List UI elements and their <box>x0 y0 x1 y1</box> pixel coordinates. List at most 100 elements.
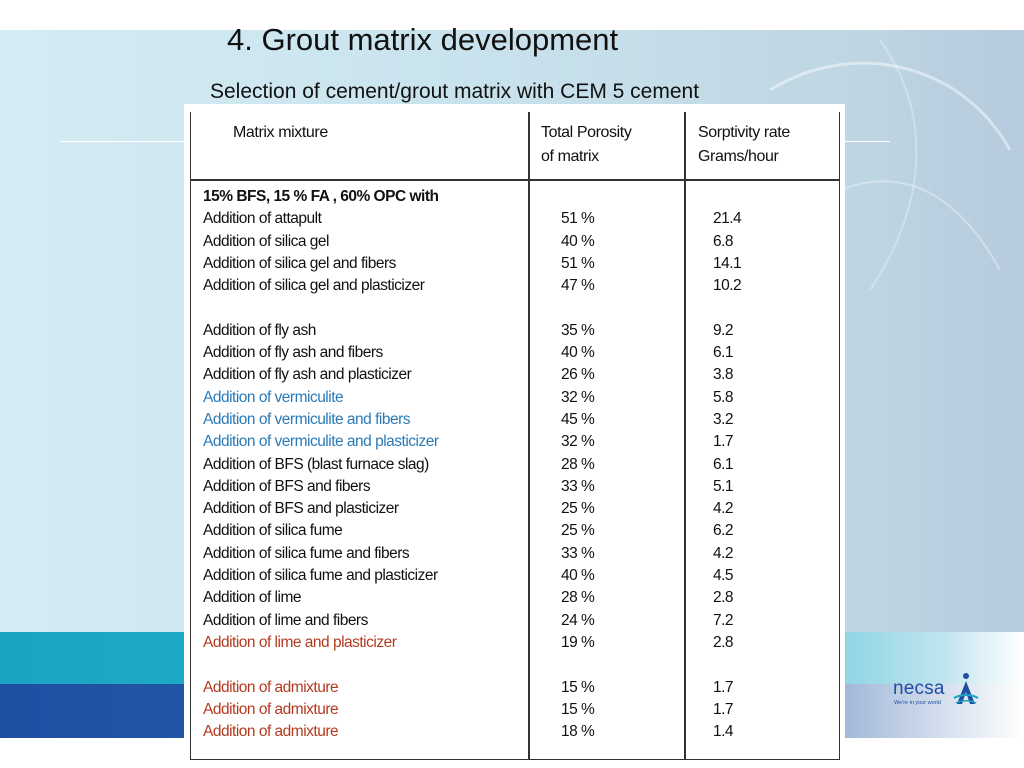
header-total-porosity: Total Porosity of matrix <box>541 121 691 169</box>
table-row: Addition of admixture 15 % 1.7 <box>191 699 839 721</box>
header-rule <box>191 179 839 181</box>
cell-mixture: Addition of admixture <box>203 678 339 696</box>
column-divider <box>528 112 530 760</box>
table-row: Addition of vermiculite and fibers 45 % 3.… <box>191 409 839 431</box>
cell-mixture: Addition of attapult <box>203 210 322 228</box>
header-matrix-mixture: Matrix mixture <box>233 121 328 145</box>
cell-sorptivity: 5.8 <box>713 388 734 406</box>
table-row: Addition of fly ash 35 % 9.2 <box>191 320 839 342</box>
header-sorptivity-rate: Sorptivity rate Grams/hour <box>698 121 838 169</box>
cell-mixture: Addition of BFS and plasticizer <box>203 500 399 518</box>
cell-sorptivity: 21.4 <box>713 210 742 228</box>
cell-mixture: Addition of fly ash and plasticizer <box>203 366 412 384</box>
cell-sorptivity: 9.2 <box>713 321 734 339</box>
cell-porosity: 26 % <box>561 366 595 384</box>
cell-mixture: Addition of BFS and fibers <box>203 477 371 495</box>
table-spacer-row <box>191 654 839 676</box>
table-row: Addition of silica gel 40 % 6.8 <box>191 231 839 253</box>
slide-subtitle: Selection of cement/grout matrix with CE… <box>210 80 700 103</box>
table-body: 15% BFS, 15 % FA , 60% OPC with Addition … <box>191 186 839 743</box>
slide-background-fade <box>884 30 1024 670</box>
table-row: Addition of BFS (blast furnace slag) 28 %… <box>191 454 839 476</box>
cell-mixture: Addition of vermiculite and plasticizer <box>203 433 439 451</box>
table-row: Addition of lime and plasticizer 19 % 2.8 <box>191 632 839 654</box>
slide-title: 4. Grout matrix development <box>227 22 619 57</box>
table-bottom-rule <box>191 758 839 760</box>
cell-sorptivity: 2.8 <box>713 633 734 651</box>
cell-sorptivity: 6.1 <box>713 455 734 473</box>
cell-porosity: 18 % <box>561 723 595 741</box>
cell-sorptivity: 3.2 <box>713 410 734 428</box>
cell-mixture: Addition of silica gel and plasticizer <box>203 277 425 295</box>
cell-mixture: Addition of silica fume <box>203 522 343 540</box>
table-row: Addition of admixture 15 % 1.7 <box>191 677 839 699</box>
cell-porosity: 51 % <box>561 210 595 228</box>
table-row: Addition of silica fume 25 % 6.2 <box>191 520 839 542</box>
table-row: Addition of BFS and plasticizer 25 % 4.2 <box>191 498 839 520</box>
cell-mixture: 15% BFS, 15 % FA , 60% OPC with <box>203 188 439 205</box>
cell-sorptivity: 1.4 <box>713 723 734 741</box>
table-row: Addition of lime 28 % 2.8 <box>191 587 839 609</box>
table-row: Addition of fly ash and plasticizer 26 % 3… <box>191 364 839 386</box>
table-row: Addition of fly ash and fibers 40 % 6.1 <box>191 342 839 364</box>
header-sorptivity-line1: Sorptivity rate <box>698 124 790 141</box>
cell-sorptivity: 10.2 <box>713 277 742 295</box>
cell-mixture: Addition of fly ash <box>203 321 316 339</box>
cell-mixture: Addition of silica fume and fibers <box>203 544 410 562</box>
table-row: Addition of vermiculite and plasticizer 3… <box>191 431 839 453</box>
cell-sorptivity: 6.2 <box>713 522 734 540</box>
cell-porosity: 40 % <box>561 232 595 250</box>
cell-mixture: Addition of silica gel <box>203 232 330 250</box>
table-row: Addition of BFS and fibers 33 % 5.1 <box>191 476 839 498</box>
cell-porosity: 19 % <box>561 633 595 651</box>
cell-mixture: Addition of lime and plasticizer <box>203 633 397 651</box>
table-row: Addition of attapult 51 % 21.4 <box>191 208 839 230</box>
logo-mark-icon <box>953 673 979 704</box>
column-divider <box>684 112 686 760</box>
cell-porosity: 45 % <box>561 410 595 428</box>
cell-mixture: Addition of silica fume and plasticizer <box>203 567 438 585</box>
cell-sorptivity: 5.1 <box>713 477 734 495</box>
cell-porosity: 15 % <box>561 700 595 718</box>
cell-sorptivity: 6.1 <box>713 344 734 362</box>
right-divider-line <box>845 141 890 142</box>
results-table-panel: Matrix mixture Total Porosity of matrix … <box>184 104 845 760</box>
cell-mixture: Addition of lime <box>203 589 301 607</box>
results-table: Matrix mixture Total Porosity of matrix … <box>190 112 840 760</box>
cell-porosity: 32 % <box>561 433 595 451</box>
cell-sorptivity: 4.2 <box>713 500 734 518</box>
necsa-logo: necsa We're in your world <box>893 672 983 712</box>
cell-porosity: 15 % <box>561 678 595 696</box>
cell-sorptivity: 2.8 <box>713 589 734 607</box>
cell-sorptivity: 3.8 <box>713 366 734 384</box>
cell-porosity: 33 % <box>561 544 595 562</box>
cell-sorptivity: 1.7 <box>713 700 734 718</box>
cell-porosity: 28 % <box>561 589 595 607</box>
table-row: Addition of silica gel and plasticizer 47… <box>191 275 839 297</box>
header-sorptivity-line2: Grams/hour <box>698 148 779 165</box>
table-row: Addition of lime and fibers 24 % 7.2 <box>191 610 839 632</box>
header-total-porosity-line1: Total Porosity <box>541 124 632 141</box>
header-matrix-mixture-label: Matrix mixture <box>233 124 328 141</box>
cell-sorptivity: 1.7 <box>713 678 734 696</box>
cell-mixture: Addition of fly ash and fibers <box>203 344 383 362</box>
cell-porosity: 24 % <box>561 611 595 629</box>
cell-mixture: Addition of admixture <box>203 700 339 718</box>
cell-porosity: 28 % <box>561 455 595 473</box>
cell-mixture: Addition of lime and fibers <box>203 611 368 629</box>
cell-porosity: 32 % <box>561 388 595 406</box>
logo-text: necsa <box>893 678 945 699</box>
cell-mixture: Addition of vermiculite <box>203 388 344 406</box>
cell-mixture: Addition of vermiculite and fibers <box>203 410 411 428</box>
cell-mixture: Addition of silica gel and fibers <box>203 254 396 272</box>
table-row: Addition of silica fume and plasticizer 4… <box>191 565 839 587</box>
header-total-porosity-line2: of matrix <box>541 148 599 165</box>
cell-sorptivity: 14.1 <box>713 254 742 272</box>
table-row: Addition of silica fume and fibers 33 % 4.… <box>191 543 839 565</box>
cell-porosity: 47 % <box>561 277 595 295</box>
cell-sorptivity: 1.7 <box>713 433 734 451</box>
cell-porosity: 40 % <box>561 344 595 362</box>
cell-porosity: 25 % <box>561 500 595 518</box>
cell-sorptivity: 7.2 <box>713 611 734 629</box>
table-row: Addition of admixture 18 % 1.4 <box>191 721 839 743</box>
